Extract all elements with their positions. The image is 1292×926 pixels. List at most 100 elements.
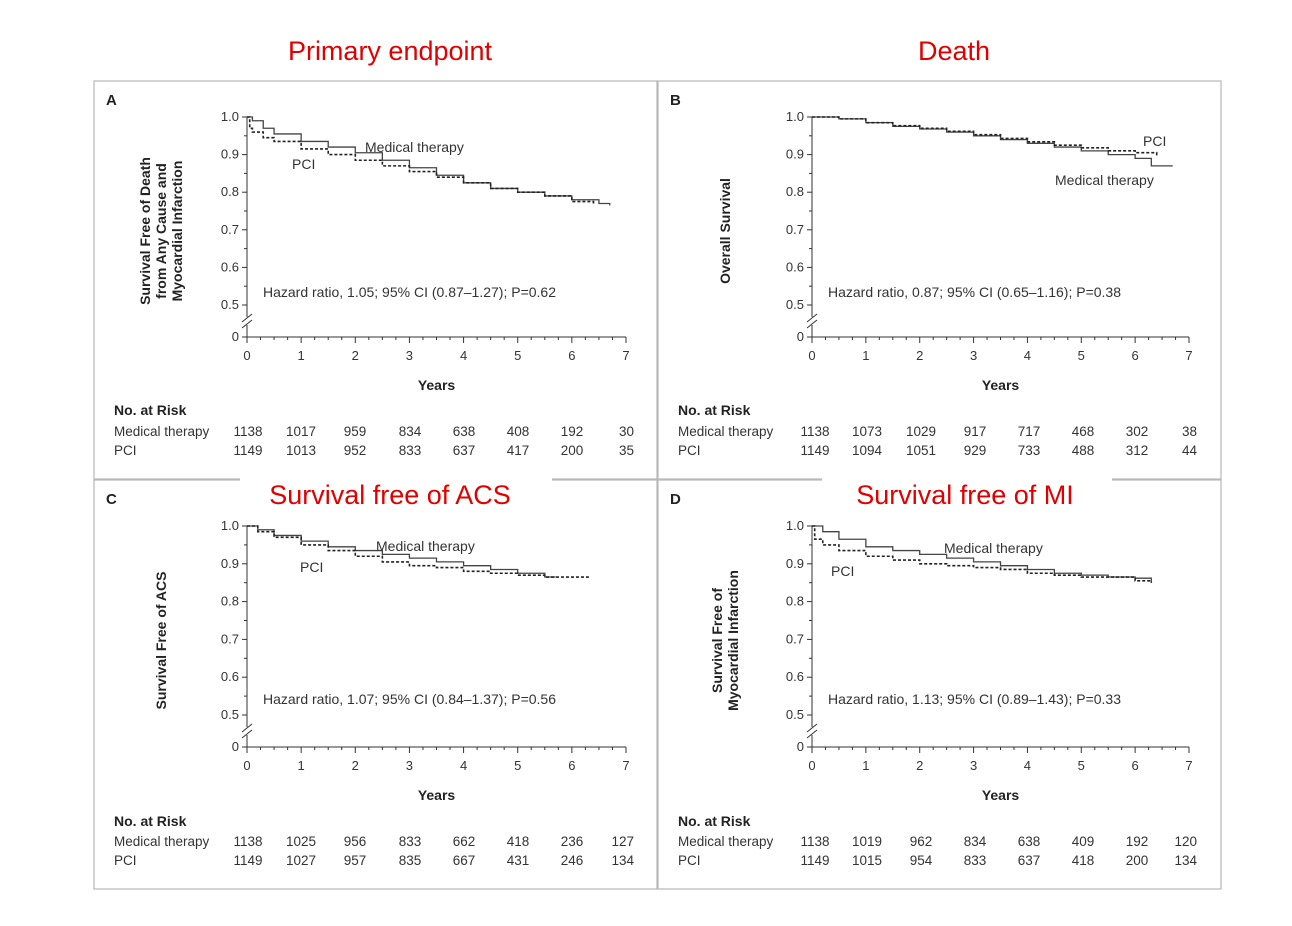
axis-break-a xyxy=(241,319,253,329)
risk-cell-d: 200 xyxy=(1126,853,1149,868)
y-axis-title-c: Survival Free of ACS xyxy=(153,572,169,710)
curve-medical-therapy-d xyxy=(812,525,1152,583)
curve-pci-b xyxy=(812,116,1158,157)
x-tick-label-c: 3 xyxy=(406,758,413,773)
curve-pci-d xyxy=(812,525,1153,583)
risk-cell-a: 35 xyxy=(619,443,634,458)
x-axis-title-a: Years xyxy=(418,377,456,393)
x-axis-title-d: Years xyxy=(982,787,1020,803)
risk-cell-c: 127 xyxy=(611,834,634,849)
risk-cell-b: 302 xyxy=(1126,424,1149,439)
risk-row-label-a: PCI xyxy=(114,443,137,458)
risk-cell-c: 835 xyxy=(399,853,422,868)
risk-row-label-a: Medical therapy xyxy=(114,424,210,439)
x-tick-label-c: 2 xyxy=(352,758,359,773)
risk-cell-b: 929 xyxy=(964,443,987,458)
y-tick-label-d: 0.5 xyxy=(786,707,804,722)
risk-row-label-d: PCI xyxy=(678,853,701,868)
x-tick-label-b: 2 xyxy=(916,348,923,363)
title-survival-free-acs: Survival free of ACS xyxy=(269,480,511,510)
x-tick-label-b: 0 xyxy=(808,348,815,363)
risk-cell-a: 952 xyxy=(344,443,367,458)
title-primary-endpoint: Primary endpoint xyxy=(288,36,493,66)
x-tick-label-d: 2 xyxy=(916,758,923,773)
risk-cell-d: 1149 xyxy=(800,853,829,868)
y-tick-label-c: 0.7 xyxy=(221,631,239,646)
risk-cell-b: 38 xyxy=(1182,424,1197,439)
risk-cell-d: 120 xyxy=(1174,834,1197,849)
risk-cell-c: 957 xyxy=(344,853,367,868)
risk-cell-c: 833 xyxy=(399,834,422,849)
x-tick-label-a: 7 xyxy=(622,348,629,363)
y-tick-label-c: 0 xyxy=(232,739,239,754)
y-axis-title-d: Survival Free ofMyocardial Infarction xyxy=(709,570,741,711)
y-tick-label-c: 0.9 xyxy=(221,556,239,571)
x-tick-label-a: 4 xyxy=(460,348,467,363)
y-tick-label-a: 0.6 xyxy=(221,259,239,274)
risk-cell-c: 236 xyxy=(561,834,584,849)
panel-b-border xyxy=(657,80,1222,480)
risk-cell-a: 834 xyxy=(399,424,422,439)
risk-cell-a: 1138 xyxy=(233,424,262,439)
panel-letter-a: A xyxy=(106,92,117,109)
risk-cell-d: 962 xyxy=(910,834,933,849)
y-tick-label-b: 0.5 xyxy=(786,297,804,312)
x-tick-label-a: 0 xyxy=(243,348,250,363)
risk-cell-b: 312 xyxy=(1126,443,1149,458)
risk-cell-b: 44 xyxy=(1182,443,1198,458)
risk-row-label-c: PCI xyxy=(114,853,137,868)
y-tick-label-a: 0.7 xyxy=(221,222,239,237)
label-medical-therapy-d: Medical therapy xyxy=(944,540,1043,556)
panel-b: B 0 0.5 0.6 0.7 0.8 0.9 1.0 0 1 2 3 4 5 6 7 Years Overall… xyxy=(670,92,1197,458)
label-pci-d: PCI xyxy=(831,563,854,579)
risk-cell-b: 1149 xyxy=(800,443,829,458)
y-tick-label-b: 0 xyxy=(797,329,804,344)
y-tick-label-d: 1.0 xyxy=(786,518,804,533)
y-tick-label-d: 0.9 xyxy=(786,556,804,571)
risk-cell-b: 1051 xyxy=(906,443,936,458)
risk-cell-b: 717 xyxy=(1018,424,1041,439)
x-tick-label-c: 7 xyxy=(622,758,629,773)
x-tick-label-b: 6 xyxy=(1132,348,1139,363)
label-medical-therapy-a: Medical therapy xyxy=(365,139,464,155)
title-survival-free-mi: Survival free of MI xyxy=(856,480,1074,510)
risk-header-b: No. at Risk xyxy=(678,402,751,418)
panel-a: A 0 0.5 0.6 0.7 0.8 0.9 1.0 0 1 2 3 4 5 6 7 Years Surviva… xyxy=(106,92,634,458)
title-death: Death xyxy=(918,36,990,66)
curve-pci-c xyxy=(247,525,589,579)
risk-cell-d: 637 xyxy=(1018,853,1041,868)
y-tick-label-d: 0.7 xyxy=(786,631,804,646)
y-tick-label-c: 0.6 xyxy=(221,669,239,684)
risk-cell-a: 192 xyxy=(561,424,584,439)
hazard-ratio-d: Hazard ratio, 1.13; 95% CI (0.89–1.43); … xyxy=(828,691,1121,707)
risk-cell-a: 408 xyxy=(507,424,530,439)
risk-cell-d: 1019 xyxy=(852,834,882,849)
risk-cell-d: 954 xyxy=(910,853,933,868)
x-tick-label-c: 4 xyxy=(460,758,467,773)
y-axis-title-b: Overall Survival xyxy=(717,178,733,284)
hazard-ratio-c: Hazard ratio, 1.07; 95% CI (0.84–1.37); … xyxy=(263,691,556,707)
y-tick-label-d: 0 xyxy=(797,739,804,754)
risk-cell-c: 662 xyxy=(453,834,476,849)
label-pci-c: PCI xyxy=(300,559,323,575)
label-medical-therapy-c: Medical therapy xyxy=(376,538,475,554)
y-tick-label-b: 0.8 xyxy=(786,184,804,199)
axis-break-b xyxy=(806,313,818,323)
risk-cell-c: 418 xyxy=(507,834,530,849)
x-axis-title-c: Years xyxy=(418,787,456,803)
y-tick-label-b: 1.0 xyxy=(786,109,804,124)
x-tick-label-d: 5 xyxy=(1078,758,1085,773)
risk-cell-d: 418 xyxy=(1072,853,1095,868)
label-pci-a: PCI xyxy=(292,156,315,172)
risk-cell-d: 1015 xyxy=(852,853,882,868)
x-tick-label-d: 6 xyxy=(1132,758,1139,773)
panel-letter-d: D xyxy=(670,491,681,508)
curve-medical-therapy-a xyxy=(247,116,611,206)
risk-cell-d: 834 xyxy=(964,834,987,849)
risk-cell-a: 959 xyxy=(344,424,367,439)
axis-break-b xyxy=(806,319,818,329)
hazard-ratio-b: Hazard ratio, 0.87; 95% CI (0.65–1.16); … xyxy=(828,284,1121,300)
risk-cell-a: 637 xyxy=(453,443,476,458)
x-tick-label-b: 5 xyxy=(1078,348,1085,363)
